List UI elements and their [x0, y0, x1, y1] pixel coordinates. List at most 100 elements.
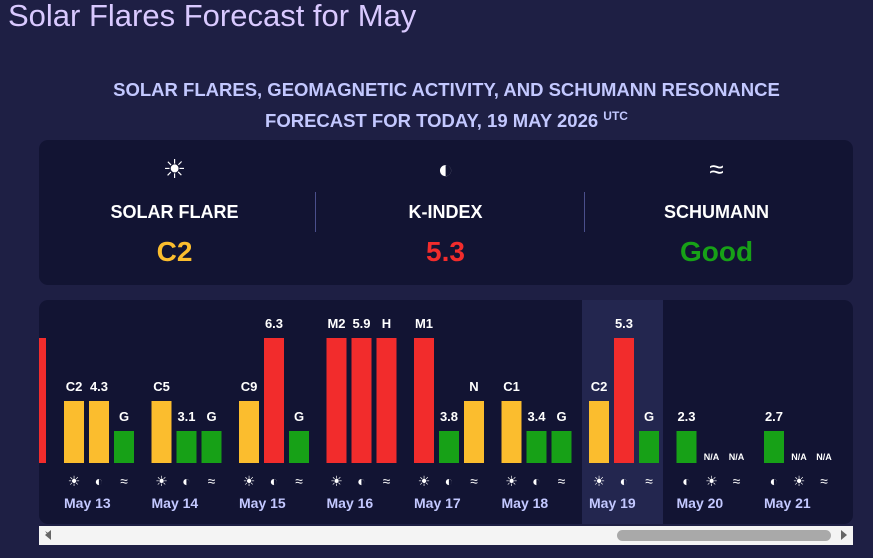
bar-label: 4.3 [90, 379, 108, 394]
bar-icon: ≈ [820, 473, 828, 489]
date-label: May 20 [677, 495, 724, 511]
bar [89, 401, 109, 463]
bar-label: M1 [415, 316, 433, 331]
bar [614, 338, 634, 463]
bar-icon: ≈ [645, 473, 653, 489]
bar-label: G [206, 409, 216, 424]
date-label: May 14 [152, 495, 199, 511]
summary-icon: ◐ [437, 154, 454, 184]
bar-label: C5 [153, 379, 170, 394]
date-label: May 16 [327, 495, 374, 511]
bar-icon: ◐ [682, 473, 690, 489]
bar-icon: ☀ [505, 473, 518, 489]
bar-icon: ◐ [95, 473, 103, 489]
bar-icon: ◐ [182, 473, 190, 489]
bar [764, 431, 784, 463]
timezone: UTC [603, 109, 628, 123]
bar-icon: ≈ [733, 473, 741, 489]
bar-label: G [119, 409, 129, 424]
bar-label: G [644, 409, 654, 424]
summary-value: Good [679, 236, 754, 267]
bar-icon: ≈ [383, 473, 391, 489]
bar [589, 401, 609, 463]
bar-icon: ☀ [705, 473, 718, 489]
date-label: May 19 [589, 495, 636, 511]
bar [176, 431, 197, 463]
summary-value: C2 [156, 236, 193, 267]
bar [151, 401, 172, 463]
bar [376, 338, 397, 463]
arrow-right[interactable] [841, 530, 847, 540]
partial-bar [39, 338, 46, 463]
bar-label: 2.7 [765, 409, 783, 424]
bar-label: C9 [241, 379, 258, 394]
bar-icon: ◐ [357, 473, 365, 489]
bar-label: 3.1 [177, 409, 195, 424]
summary-label: SCHUMANN [664, 202, 769, 222]
bar [439, 431, 459, 463]
bar-label: M2 [327, 316, 345, 331]
date-label: May 17 [414, 495, 461, 511]
bar [676, 431, 697, 463]
bar-label: 3.4 [527, 409, 546, 424]
bar-icon: ≈ [120, 473, 128, 489]
bar [239, 401, 259, 463]
summary-card: ☀ SOLAR FLARE C2 ◐ K-INDEX 5.3 ≈ SCHUMANN Good [39, 140, 853, 285]
forecast-heading: SOLAR FLARES, GEOMAGNETIC ACTIVITY, AND … [60, 76, 833, 134]
summary-icon: ≈ [709, 154, 724, 184]
bar [264, 338, 284, 463]
bar [639, 431, 659, 463]
date-label: May 15 [239, 495, 286, 511]
arrow-left[interactable] [45, 530, 51, 540]
summary-label: K-INDEX [408, 202, 483, 222]
bar-label: C2 [591, 379, 608, 394]
bar-icon: ≈ [558, 473, 566, 489]
bar-label: H [382, 316, 391, 331]
heading-text: SOLAR FLARES, GEOMAGNETIC ACTIVITY, AND … [113, 79, 780, 132]
bar [501, 401, 522, 463]
bar [289, 431, 309, 463]
date-label: May 13 [64, 495, 111, 511]
bar-label: N/A [791, 452, 807, 462]
divider [315, 192, 316, 232]
scrollbar[interactable] [39, 526, 853, 545]
bar-icon: ◐ [270, 473, 278, 489]
forecast-chart: C2 ☀ 4.3 ◐ G ≈ May 13 C5 ☀ 3.1 ◐ G ≈ May 14 C9 ☀ 6.3 ◐ G ≈ M… [39, 300, 853, 524]
bar-icon: ≈ [208, 473, 216, 489]
summary-cell: ≈ SCHUMANN Good [581, 140, 852, 285]
bar [464, 401, 484, 463]
bar [326, 338, 347, 463]
summary-cell: ☀ SOLAR FLARE C2 [39, 140, 310, 285]
summary-icon: ☀ [162, 154, 187, 184]
bar-icon: ◐ [770, 473, 778, 489]
bar-label: 6.3 [265, 316, 283, 331]
date-label: May 18 [502, 495, 549, 511]
bar-icon: ≈ [295, 473, 303, 489]
bar-label: 5.9 [352, 316, 370, 331]
bar-label: N [469, 379, 478, 394]
bar [551, 431, 572, 463]
bar-label: N/A [816, 452, 832, 462]
bar-icon: ☀ [155, 473, 168, 489]
summary-label: SOLAR FLARE [110, 202, 239, 222]
bar-label: G [294, 409, 304, 424]
bar-label: N/A [704, 452, 720, 462]
summary-value: 5.3 [426, 236, 465, 267]
bar-label: C2 [66, 379, 83, 394]
divider [584, 192, 585, 232]
scroll-thumb[interactable] [617, 530, 831, 541]
bar [114, 431, 134, 463]
bar-icon: ≈ [470, 473, 478, 489]
summary-cell: ◐ K-INDEX 5.3 [310, 140, 581, 285]
bar [526, 431, 547, 463]
bar-label: C1 [503, 379, 520, 394]
bar-icon: ☀ [243, 473, 256, 489]
bar [414, 338, 434, 463]
bar-icon: ☀ [793, 473, 806, 489]
bar [64, 401, 84, 463]
bar-label: 2.3 [677, 409, 695, 424]
bar-label: N/A [729, 452, 745, 462]
bar-icon: ☀ [418, 473, 431, 489]
date-label: May 21 [764, 495, 811, 511]
